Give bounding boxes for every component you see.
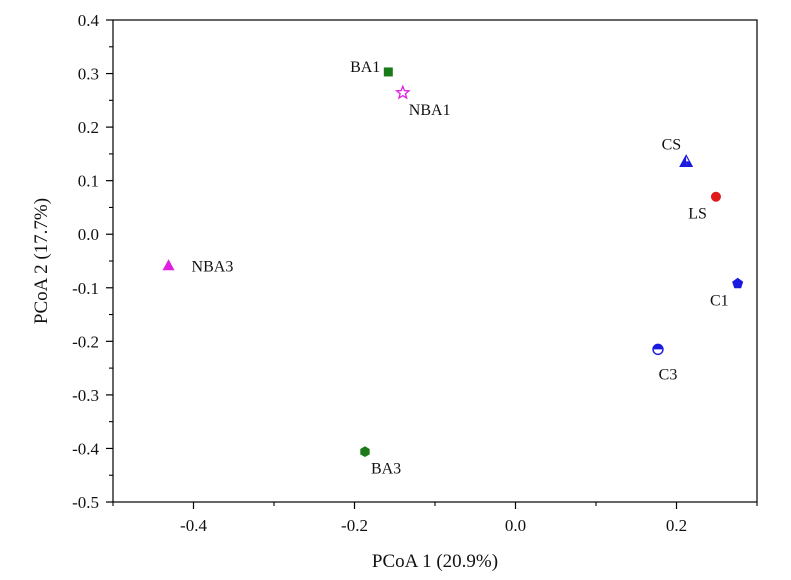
y-tick-label: -0.3 (72, 386, 99, 405)
point-nba3 (162, 259, 175, 271)
point-label: BA3 (371, 461, 401, 478)
y-tick-label: -0.2 (72, 332, 99, 351)
point-c1 (732, 277, 744, 289)
data-points (162, 67, 744, 458)
x-tick-label: 0.2 (666, 516, 687, 535)
x-tick-label: 0.0 (505, 516, 526, 535)
y-tick-label: 0.3 (78, 65, 99, 84)
point-label: BA1 (350, 59, 380, 76)
point-nba1 (394, 84, 411, 100)
point-label: C3 (659, 366, 678, 383)
point-label: LS (688, 206, 707, 223)
y-tick-label: 0.2 (78, 118, 99, 137)
y-tick-label: -0.5 (72, 493, 99, 512)
x-axis-title: PCoA 1 (20.9%) (372, 551, 498, 572)
y-tick-label: 0.1 (78, 172, 99, 191)
point-ba3 (360, 446, 370, 458)
point-ba1 (383, 67, 393, 77)
y-tick-label: 0.0 (78, 225, 99, 244)
axis-ticks (106, 19, 758, 509)
tick-labels: -0.4 -0.2 0.0 0.2 0.4 0.3 0.2 0.1 0.0 -0.1 -0.2 -0.… (72, 11, 687, 535)
point-ls (710, 191, 721, 202)
y-tick-label: -0.4 (72, 439, 99, 458)
x-tick-label: -0.2 (341, 516, 368, 535)
point-label: NBA1 (409, 102, 451, 119)
point-labels: BA1 NBA1 CS LS NBA3 C1 C3 BA3 (192, 59, 729, 478)
point-label: NBA3 (192, 258, 234, 275)
point-c3 (652, 343, 664, 356)
y-axis-title: PCoA 2 (17.7%) (31, 198, 52, 324)
point-label: CS (662, 136, 682, 153)
point-label: C1 (710, 292, 729, 309)
point-cs (679, 154, 694, 167)
y-tick-label: -0.1 (72, 279, 99, 298)
y-tick-label: 0.4 (78, 11, 100, 30)
x-tick-label: -0.4 (180, 516, 207, 535)
